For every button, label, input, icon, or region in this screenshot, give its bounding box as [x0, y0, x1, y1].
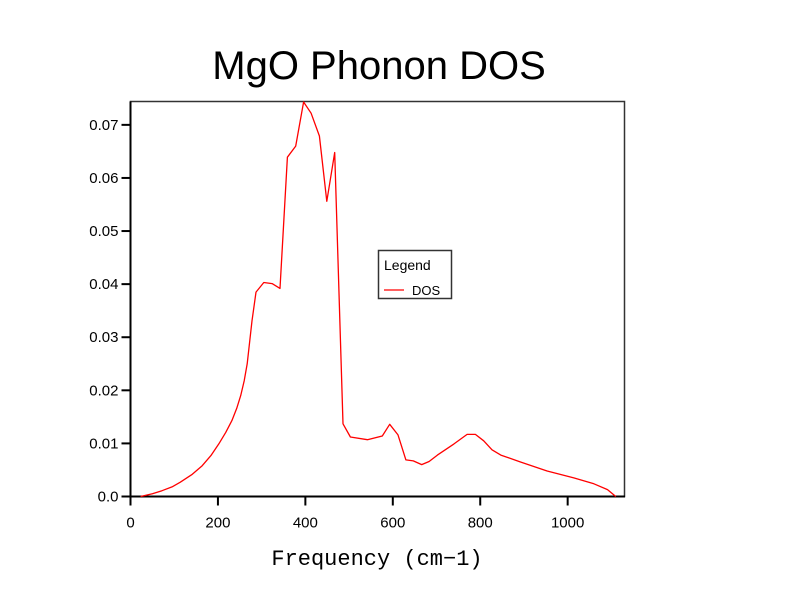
x-tick-label: 600	[380, 515, 405, 532]
y-tick-label: 0.05	[89, 223, 118, 240]
x-tick-label: 400	[293, 515, 318, 532]
legend: Legend DOS	[377, 249, 453, 300]
x-ticks: 0 200 400 600 800 1000	[126, 496, 584, 532]
series-line-dos	[140, 101, 617, 498]
y-ticks: 0.0 0.01 0.02 0.03 0.04 0.05 0.06 0.07	[89, 117, 131, 506]
x-tick-label: 200	[205, 515, 230, 532]
legend-label-dos: DOS	[412, 283, 441, 298]
y-tick-label: 0.06	[89, 170, 118, 187]
x-axis-label: Frequency (cm−1)	[271, 547, 482, 572]
y-tick-label: 0.02	[89, 382, 118, 399]
x-tick-label: 1000	[551, 515, 584, 532]
chart-title: MgO Phonon DOS	[212, 44, 546, 88]
y-tick-label: 0.0	[98, 489, 119, 506]
y-tick-label: 0.04	[89, 276, 118, 293]
y-tick-label: 0.07	[89, 117, 118, 134]
y-tick-label: 0.03	[89, 329, 118, 346]
x-tick-label: 800	[468, 515, 493, 532]
plot-area: 0 200 400 600 800 1000 0.00.010.020.030.040.0…	[89, 100, 626, 532]
x-tick-label: 0	[126, 515, 134, 532]
series-layer	[140, 101, 617, 498]
y-tick-label: 0.01	[89, 435, 118, 452]
legend-title: Legend	[384, 257, 431, 273]
